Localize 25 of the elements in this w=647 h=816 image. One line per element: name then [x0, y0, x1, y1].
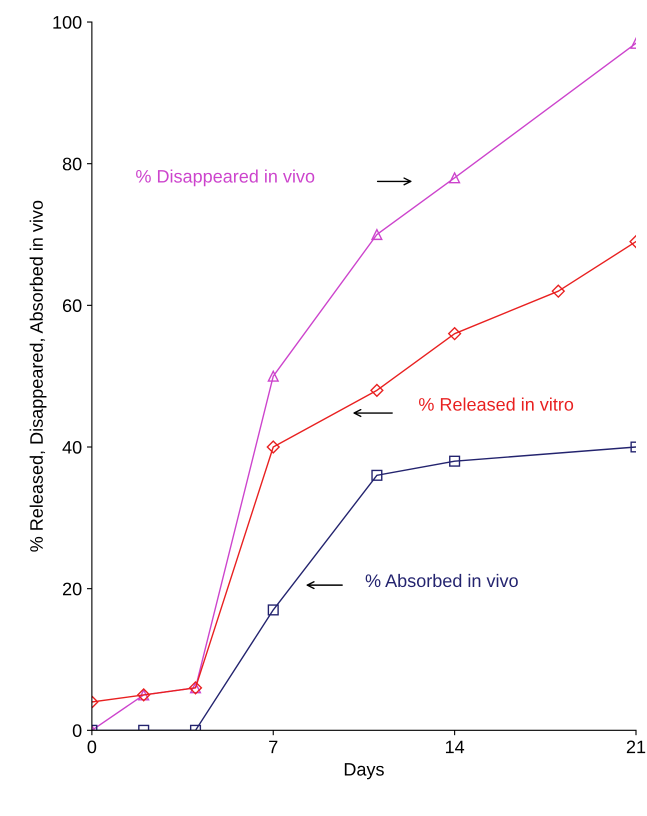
text: % Absorbed in vivo — [366, 574, 518, 588]
x-tick-label: 0 — [88, 740, 96, 754]
y-axis-title: % Released, Disappeared, Absorbed in vivo — [30, 200, 46, 552]
series-label: % Released in vitro — [418, 398, 574, 411]
y-tick-label: 0 — [72, 724, 82, 738]
text: % Disappeared in vivo — [136, 169, 314, 186]
point — [449, 456, 460, 467]
x-tick-label: 14 — [446, 740, 464, 754]
y-tick-label: 60 — [62, 299, 82, 312]
x-tick-label: 7 — [269, 740, 278, 754]
x-axis-title: Days — [344, 763, 384, 780]
point — [371, 470, 382, 481]
y-tick-label: 100 — [53, 16, 82, 29]
y-tick-label: 20 — [62, 582, 82, 596]
point — [370, 384, 384, 397]
y-tick-label: 80 — [62, 158, 82, 170]
point — [268, 370, 279, 382]
point — [371, 228, 382, 240]
y-tick-label: 40 — [62, 440, 82, 454]
point — [552, 284, 565, 298]
x-tick-label: 21 — [626, 740, 646, 754]
point — [266, 440, 280, 454]
point — [448, 327, 462, 340]
point — [449, 172, 460, 184]
point — [268, 604, 279, 616]
